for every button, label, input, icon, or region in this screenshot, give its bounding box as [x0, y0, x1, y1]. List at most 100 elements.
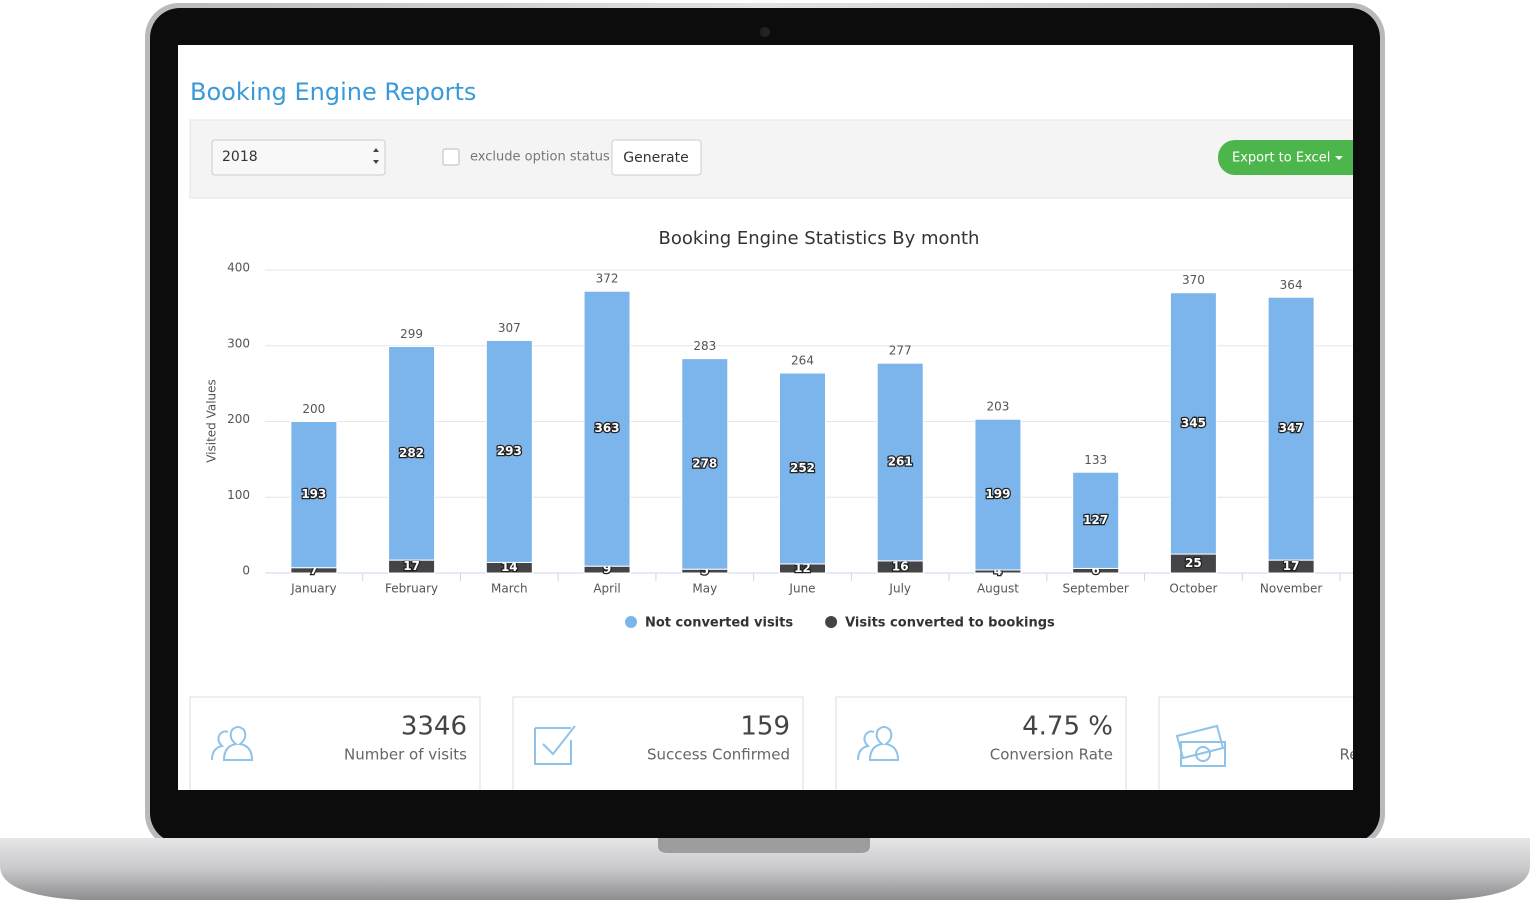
y-tick-label: 100 [227, 488, 250, 502]
y-tick-label: 200 [227, 412, 250, 426]
year-select-value: 2018 [222, 149, 258, 165]
camera [760, 27, 770, 37]
segment-label: 9 [603, 562, 611, 576]
stat-value: 39 [1403, 712, 1436, 742]
segment-label: 278 [692, 456, 717, 470]
stat-card: 159 Success Confirmed [512, 696, 804, 790]
stack-label: 307 [498, 321, 521, 335]
y-tick-label: 400 [227, 261, 250, 275]
segment-label: 345 [1181, 416, 1206, 430]
segment-label: 17 [1283, 559, 1300, 573]
segment-label: 7 [310, 563, 318, 577]
export-caret [1335, 156, 1343, 160]
x-tick-label: July [888, 582, 911, 596]
stat-label: Success Confirmed [647, 746, 790, 764]
segment-label: 261 [888, 455, 913, 469]
stat-card: 3346 Number of visits [189, 696, 481, 790]
bar-segment [290, 421, 338, 569]
segment-label: 127 [1083, 513, 1108, 527]
segment-label: 199 [985, 487, 1010, 501]
stat-label: Number of visits [344, 746, 467, 764]
x-tick-label: June [788, 582, 815, 596]
bar-segment [1072, 471, 1120, 569]
stack-label: 277 [889, 344, 912, 358]
legend-label: Not converted visits [645, 616, 793, 631]
y-tick-label: 0 [242, 564, 250, 578]
bar-segment [1169, 292, 1217, 555]
segment-label: 193 [301, 487, 326, 501]
segment-label: 282 [399, 446, 424, 460]
chart-title: Booking Engine Statistics By month [659, 228, 980, 249]
bar-segment [876, 362, 924, 562]
stack-label: 133 [1084, 453, 1107, 467]
y-tick-label: 300 [227, 336, 250, 350]
x-tick-label: May [692, 582, 717, 596]
legend-marker [825, 616, 838, 628]
segment-label: 347 [1279, 421, 1304, 435]
card-icon [534, 725, 576, 765]
stat-card: 39 Realized Boo [1158, 696, 1436, 790]
stack-label: 264 [791, 354, 814, 368]
stat-value: 3346 [401, 712, 467, 742]
card-box [835, 696, 1127, 790]
legend-marker [625, 616, 637, 628]
segment-label: 5 [701, 564, 709, 578]
segment-label: 14 [501, 560, 518, 574]
x-tick-label: September [1063, 582, 1129, 596]
stack-label: 372 [596, 272, 619, 286]
x-tick-label: January [290, 582, 337, 596]
export-button-label: Export to Excel [1232, 151, 1330, 166]
x-tick-label: November [1260, 582, 1322, 596]
bar-segment [485, 339, 533, 563]
segment-label: 293 [497, 444, 522, 458]
generate-button-label: Generate [623, 150, 688, 166]
x-tick-label: April [593, 582, 620, 596]
stack-label: 370 [1182, 273, 1205, 287]
x-tick-label: October [1169, 582, 1217, 596]
year-select[interactable] [211, 139, 386, 176]
segment-label: 17 [403, 559, 420, 573]
segment-label: 4 [994, 564, 1002, 578]
stack-label: 200 [302, 402, 325, 416]
stack-label: 203 [987, 400, 1010, 414]
checkbox[interactable] [442, 148, 460, 166]
screen-content: Booking Engine Reports 2018 exclude opti… [189, 78, 1436, 790]
stat-label: Realized Boo [1339, 746, 1436, 764]
bar-segment [974, 418, 1022, 571]
bar-segment [388, 346, 436, 561]
card-box [189, 696, 481, 790]
stack-label: 283 [693, 339, 716, 353]
export-button[interactable] [1218, 140, 1368, 175]
notch [658, 838, 870, 853]
bar-segment [583, 290, 631, 567]
x-tick-label: February [385, 582, 438, 596]
legend-label: Visits converted to bookings [845, 616, 1055, 631]
x-tick-label: August [977, 582, 1019, 596]
select-arrows [373, 148, 379, 164]
generate-button[interactable] [611, 139, 702, 176]
segment-label: 25 [1185, 556, 1202, 570]
checkbox-label: exclude option status [470, 150, 610, 165]
stack-label: 299 [400, 327, 423, 341]
page-title: Booking Engine Reports [190, 78, 476, 106]
y-axis-label: Visited Values [205, 379, 219, 463]
segment-label: 252 [790, 461, 815, 475]
stack-label: 364 [1280, 278, 1303, 292]
stat-cards: 3346 Number of visits 159 Success Confirmed… [189, 696, 1436, 790]
chart: 0 100 200 300 400 January 7 193 200 February 17 282… [227, 261, 1353, 631]
stat-value: 4.75 % [1022, 712, 1113, 742]
bar-segment [779, 372, 826, 565]
bar-segment [681, 358, 729, 570]
stat-value: 159 [740, 712, 790, 742]
card-icon [211, 726, 254, 761]
x-tick-label: March [491, 582, 528, 596]
laptop-base [0, 838, 1530, 900]
card-box [1158, 696, 1353, 790]
card-icon [857, 726, 900, 761]
segment-label: 16 [892, 559, 909, 573]
stat-label: Conversion Rate [990, 746, 1113, 764]
card-icon [1175, 724, 1226, 767]
segment-label: 363 [595, 421, 620, 435]
segment-label: 6 [1092, 563, 1100, 577]
